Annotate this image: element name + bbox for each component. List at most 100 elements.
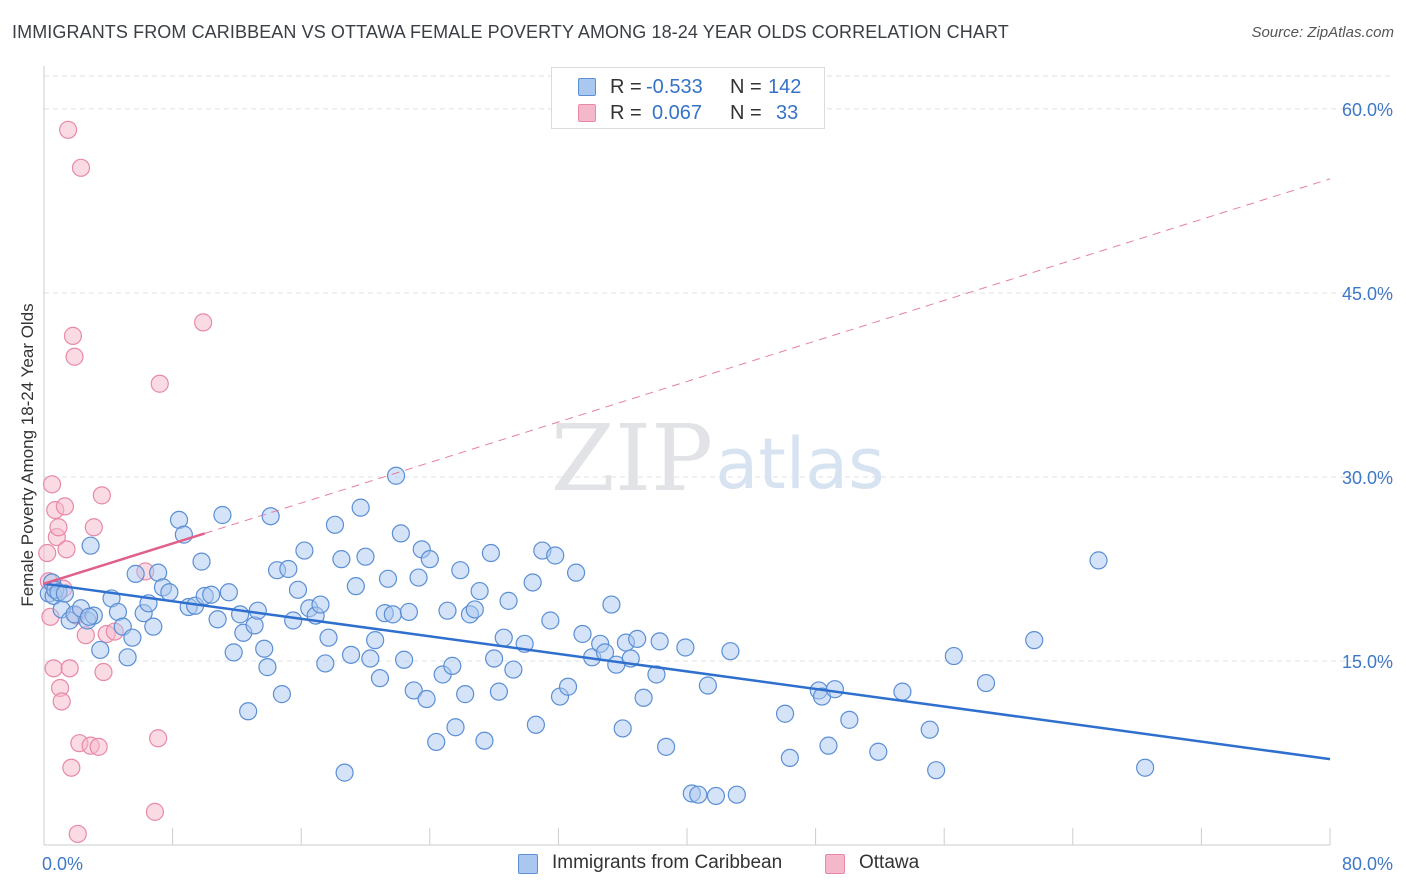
- data-point: [394, 650, 414, 669]
- watermark-atlas: atlas: [715, 423, 884, 505]
- y-tick-label: 60.0%: [1342, 100, 1393, 120]
- data-point: [59, 120, 78, 139]
- data-point: [465, 600, 484, 619]
- legend-n-label: N =: [730, 76, 762, 98]
- grid-lines: [44, 75, 1393, 662]
- legend-n-value: 142: [768, 76, 802, 98]
- data-point: [409, 568, 428, 587]
- x-tick-label: 0.0%: [42, 854, 83, 874]
- data-point: [541, 611, 560, 630]
- data-point: [647, 665, 666, 684]
- data-point: [526, 715, 545, 734]
- data-point: [481, 543, 500, 563]
- legend-swatch-pink: [578, 104, 596, 122]
- series-name-ottawa: Ottawa: [859, 852, 920, 873]
- data-point: [94, 662, 113, 682]
- data-point: [840, 710, 859, 729]
- data-point: [255, 639, 274, 658]
- data-point: [689, 785, 708, 804]
- legend-r-value: 0.067: [652, 102, 703, 124]
- data-point: [634, 688, 653, 707]
- data-point: [245, 616, 264, 635]
- data-point: [38, 543, 57, 563]
- data-point: [62, 758, 81, 777]
- trendline-caribbean: [43, 582, 1331, 761]
- data-point: [224, 643, 243, 662]
- data-point: [370, 669, 390, 688]
- data-point: [332, 550, 351, 569]
- data-point: [775, 704, 795, 723]
- data-point: [295, 541, 314, 560]
- chart-title: IMMIGRANTS FROM CARIBBEAN VS OTTAWA FEMA…: [12, 22, 1009, 42]
- data-point: [49, 518, 68, 537]
- data-point: [676, 638, 695, 657]
- data-point: [566, 563, 586, 582]
- data-point: [944, 646, 963, 666]
- data-point: [456, 685, 475, 704]
- data-point: [825, 680, 844, 699]
- data-point: [335, 763, 354, 782]
- data-point: [391, 524, 410, 543]
- data-point: [417, 689, 436, 709]
- data-point: [780, 748, 799, 767]
- data-point: [475, 731, 494, 750]
- data-point: [150, 374, 169, 393]
- data-point: [79, 607, 99, 626]
- data-point: [383, 605, 402, 624]
- data-point: [258, 658, 277, 677]
- data-point: [68, 824, 87, 844]
- data-point: [613, 719, 632, 738]
- data-point: [118, 648, 137, 667]
- data-point: [427, 732, 446, 752]
- data-point: [239, 702, 258, 721]
- data-point: [628, 629, 647, 649]
- data-point: [272, 685, 292, 704]
- data-point: [893, 682, 912, 701]
- data-point: [386, 466, 406, 485]
- data-point: [558, 677, 578, 696]
- data-point: [55, 584, 74, 603]
- data-point: [311, 595, 330, 614]
- data-point: [438, 601, 457, 620]
- data-point: [55, 497, 74, 516]
- data-point: [145, 802, 165, 821]
- data-point: [91, 640, 110, 660]
- data-point: [650, 632, 669, 651]
- y-tick-label: 30.0%: [1342, 468, 1393, 488]
- data-point: [470, 581, 489, 601]
- series-swatch-blue: [518, 854, 538, 874]
- data-point: [404, 681, 423, 700]
- data-point: [721, 642, 740, 661]
- data-point: [451, 561, 470, 580]
- data-point: [366, 631, 385, 650]
- data-point: [71, 158, 91, 177]
- source-credit: Source: ZipAtlas.com: [1251, 24, 1394, 41]
- axes: [43, 66, 1331, 846]
- data-point: [194, 313, 213, 332]
- legend-r-value: -0.533: [646, 76, 703, 98]
- data-point: [261, 507, 280, 526]
- data-point: [504, 660, 523, 679]
- data-point: [284, 611, 303, 630]
- data-point: [92, 486, 111, 505]
- data-point: [42, 475, 62, 494]
- data-point: [202, 585, 221, 604]
- data-point: [602, 595, 621, 614]
- data-point: [351, 498, 370, 517]
- data-point: [443, 656, 462, 675]
- data-point: [494, 628, 513, 647]
- legend-n-label: N =: [730, 102, 762, 124]
- data-point: [57, 540, 76, 559]
- legend-swatch-blue: [578, 78, 596, 96]
- correlation-legend: R = -0.533 N = 142 R = 0.067 N = 33: [551, 67, 825, 129]
- data-point: [727, 785, 746, 804]
- y-tick-label: 45.0%: [1342, 284, 1393, 304]
- data-point: [976, 673, 996, 693]
- data-point: [819, 736, 838, 755]
- y-axis-label: Female Poverty Among 18-24 Year Olds: [18, 303, 37, 606]
- data-point: [523, 573, 542, 592]
- data-point: [446, 718, 465, 737]
- trendlines: [43, 178, 1331, 761]
- data-point: [499, 591, 518, 610]
- data-point: [869, 742, 888, 761]
